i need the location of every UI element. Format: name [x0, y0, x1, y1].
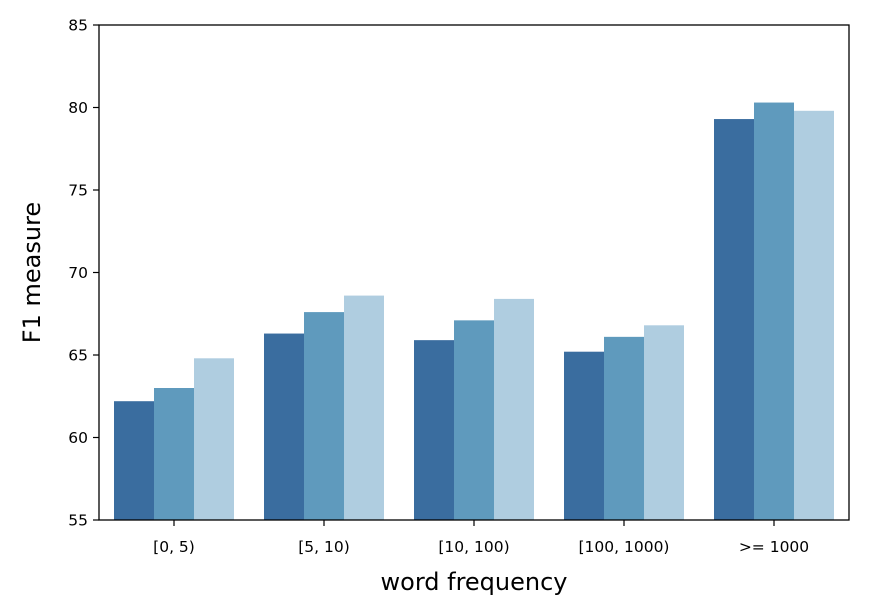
- bar-2-series-3: [344, 295, 384, 520]
- x-tick-label: [0, 5): [153, 538, 195, 556]
- x-tick-label: >= 1000: [739, 538, 809, 556]
- plot-frame: [98, 24, 850, 521]
- bar-5-series-3: [794, 110, 834, 521]
- bar-4-series-3: [644, 325, 684, 520]
- bar-3-series-2: [454, 320, 494, 520]
- bar-1-series-2: [154, 388, 194, 520]
- x-tick-label: [5, 10): [298, 538, 350, 556]
- bar-2-series-2: [304, 312, 344, 520]
- bar-1-series-3: [194, 358, 234, 520]
- y-tick-label: 55: [68, 512, 88, 530]
- bar-2-series-1: [264, 333, 304, 520]
- y-tick-label: 85: [68, 17, 88, 35]
- bar-3-series-1: [414, 340, 454, 520]
- y-axis-label: F1 measure: [18, 202, 46, 343]
- x-axis-label: word frequency: [381, 568, 568, 596]
- bar-4-series-1: [564, 351, 604, 520]
- bar-5-series-2: [754, 102, 794, 521]
- y-tick-label: 80: [68, 99, 88, 117]
- y-tick-label: 65: [68, 347, 88, 365]
- x-tick-label: [100, 1000): [579, 538, 670, 556]
- y-tick-label: 70: [68, 264, 88, 282]
- bar-1-series-1: [114, 401, 154, 520]
- bar-5-series-1: [714, 119, 754, 521]
- x-axis-ticks: [0, 5) [5, 10) [10, 100) [100, 1000) >= 1000: [153, 520, 809, 556]
- bars-group: [114, 102, 834, 521]
- bar-4-series-2: [604, 336, 644, 520]
- y-axis-ticks: 55 60 65 70 75 80 85: [68, 17, 99, 530]
- y-tick-label: 60: [68, 429, 88, 447]
- y-tick-label: 75: [68, 182, 88, 200]
- x-tick-label: [10, 100): [438, 538, 509, 556]
- bar-3-series-3: [494, 298, 534, 520]
